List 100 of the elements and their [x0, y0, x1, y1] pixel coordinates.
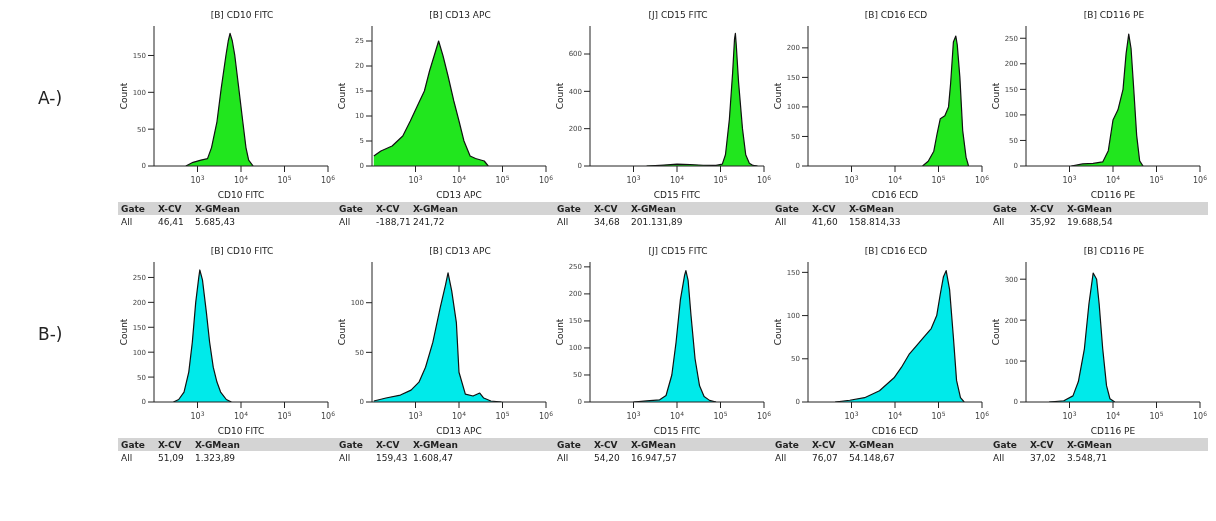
y-axis-title: Count [991, 318, 1002, 346]
text: X-GMean [1066, 439, 1113, 450]
x-tick-label: 10$^{5}$ [495, 409, 510, 421]
text: 35,92 [1029, 216, 1057, 227]
y-axis-title: Count [337, 82, 348, 110]
text: X-CV [1029, 439, 1055, 450]
text: X-GMean [848, 203, 895, 214]
x-tick-label: 10$^{6}$ [974, 409, 990, 421]
x-tick-label: 10$^{5}$ [1149, 173, 1164, 185]
y-axis-title: Count [119, 318, 130, 346]
x-tick-label: 10$^{5}$ [277, 409, 292, 421]
x-tick-label: 10$^{4}$ [451, 409, 467, 421]
x-tick-label: 10$^{5}$ [931, 173, 946, 185]
text: X-GMean [412, 439, 459, 450]
y-axis-title: Count [555, 318, 566, 346]
x-tick-label: 10$^{4}$ [887, 173, 903, 185]
text: 54.148,67 [848, 452, 896, 463]
text: X-GMean [194, 439, 241, 450]
text: 76,07 [811, 452, 839, 463]
text: X-CV [811, 203, 837, 214]
text: X-GMean [1066, 203, 1113, 214]
text: Gate [120, 203, 146, 214]
x-tick-label: 10$^{4}$ [669, 173, 685, 185]
x-tick-label: 10$^{4}$ [1105, 409, 1121, 421]
text: Gate [120, 439, 146, 450]
text: All [338, 452, 352, 463]
text: Gate [338, 439, 364, 450]
text: 46,41 [157, 216, 185, 227]
text: X-CV [157, 439, 183, 450]
text: 159,43 [375, 452, 409, 463]
chart-title: [B] CD16 ECD [863, 9, 929, 22]
text: -188,71 [375, 216, 411, 227]
text: X-CV [157, 203, 183, 214]
text: 37,02 [1029, 452, 1057, 463]
x-tick-label: 10$^{5}$ [713, 173, 728, 185]
x-axis-title: CD10 FITC [217, 190, 265, 200]
x-tick-label: 10$^{6}$ [756, 409, 772, 421]
x-axis-title: CD16 ECD [871, 426, 919, 436]
x-tick-label: 10$^{5}$ [277, 173, 292, 185]
text: 16.947,57 [630, 452, 678, 463]
chart-title: [J] CD15 FITC [647, 245, 709, 258]
x-tick-label: 10$^{4}$ [669, 409, 685, 421]
text: 201.131,89 [630, 216, 684, 227]
text: 3.548,71 [1066, 452, 1109, 463]
x-tick-label: 10$^{6}$ [974, 173, 990, 185]
text: 19.688,54 [1066, 216, 1114, 227]
y-axis-title: Count [773, 318, 784, 346]
text: 1.323,89 [194, 452, 237, 463]
text: All [338, 216, 352, 227]
text: X-CV [375, 439, 401, 450]
x-axis-title: CD15 FITC [653, 426, 701, 436]
text: All [556, 452, 570, 463]
x-tick-label: 10$^{3}$ [190, 409, 205, 421]
x-tick-label: 10$^{3}$ [408, 409, 423, 421]
x-tick-label: 10$^{6}$ [1192, 409, 1208, 421]
chart-title: [J] CD15 FITC [647, 9, 709, 22]
text: B-) [38, 324, 63, 344]
x-axis-title: CD13 APC [436, 426, 482, 436]
y-axis-title: Count [337, 318, 348, 346]
chart-title: [B] CD116 PE [1082, 9, 1146, 22]
text: X-GMean [848, 439, 895, 450]
text: 158.814,33 [848, 216, 902, 227]
text: All [556, 216, 570, 227]
text: X-GMean [412, 203, 459, 214]
text: All [774, 216, 788, 227]
x-tick-label: 10$^{3}$ [1062, 409, 1077, 421]
x-tick-label: 10$^{3}$ [1062, 173, 1077, 185]
y-axis-title: Count [773, 82, 784, 110]
text: 54,20 [593, 452, 621, 463]
x-tick-label: 10$^{4}$ [887, 409, 903, 421]
text: 1.608,47 [412, 452, 455, 463]
text: Gate [556, 439, 582, 450]
x-tick-label: 10$^{3}$ [626, 409, 641, 421]
x-tick-label: 10$^{5}$ [713, 409, 728, 421]
x-tick-label: 10$^{6}$ [1192, 173, 1208, 185]
x-axis-title: CD13 APC [436, 190, 482, 200]
text: Gate [774, 203, 800, 214]
text: 41,60 [811, 216, 839, 227]
text: All [120, 216, 134, 227]
text: X-CV [1029, 203, 1055, 214]
x-tick-label: 10$^{6}$ [756, 173, 772, 185]
chart-title: [B] CD10 FITC [209, 9, 275, 22]
y-axis-title: Count [555, 82, 566, 110]
x-tick-label: 10$^{6}$ [320, 173, 336, 185]
x-tick-label: 10$^{3}$ [190, 173, 205, 185]
x-tick-label: 10$^{5}$ [931, 409, 946, 421]
text: X-GMean [630, 439, 677, 450]
text: All [992, 216, 1006, 227]
text: All [120, 452, 134, 463]
text: X-CV [375, 203, 401, 214]
x-tick-label: 10$^{4}$ [233, 409, 249, 421]
x-tick-label: 10$^{3}$ [844, 409, 859, 421]
x-tick-label: 10$^{6}$ [320, 409, 336, 421]
y-axis-title: Count [119, 82, 130, 110]
y-axis-title: Count [991, 82, 1002, 110]
text: All [774, 452, 788, 463]
text: Gate [556, 203, 582, 214]
text: A-) [38, 88, 63, 108]
x-tick-label: 10$^{5}$ [1149, 409, 1164, 421]
text: 5.685,43 [194, 216, 237, 227]
